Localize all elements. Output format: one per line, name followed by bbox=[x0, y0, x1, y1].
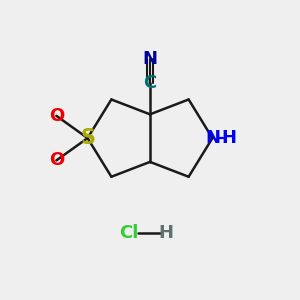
Text: H: H bbox=[159, 224, 174, 242]
Text: N: N bbox=[205, 129, 220, 147]
Text: C: C bbox=[143, 74, 157, 92]
Text: O: O bbox=[49, 152, 64, 169]
Text: N: N bbox=[142, 50, 158, 68]
Text: H: H bbox=[221, 129, 236, 147]
Text: O: O bbox=[49, 107, 64, 125]
Text: Cl: Cl bbox=[119, 224, 139, 242]
Text: S: S bbox=[80, 128, 95, 148]
